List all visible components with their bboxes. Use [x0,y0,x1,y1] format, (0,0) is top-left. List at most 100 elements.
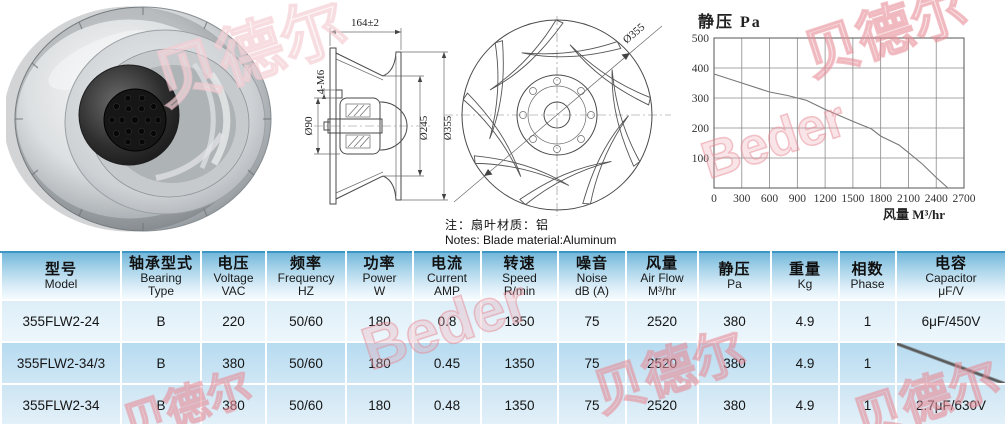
column-header-cn: 电压 [217,254,250,272]
cell-r2-c7: 75 [557,383,627,424]
column-header-en: Capacitor [925,270,977,285]
column-header-cn: 相数 [851,261,884,278]
cell-r1-c6: 1350 [480,341,559,385]
spec-table-header: 型号 Model 轴承型式 Bearing Type 电压 Voltage VAC 频率 Freq… [0,251,1005,301]
x-tick-label: 1200 [814,193,837,202]
column-header-cn: 静压 [718,261,751,278]
column-header-0: 型号 Model [0,251,122,301]
cell-r1-c9: 380 [697,341,772,385]
column-header-en: Kg [797,277,813,291]
cell-r2-c11: 1 [838,383,897,424]
cell-r2-c10: 4.9 [770,383,840,424]
cell-r2-c0: 355FLW2-34 [0,383,122,424]
column-header-en: Air Flow [640,270,684,285]
cell-r1-c4: 180 [345,341,414,385]
note-english: Notes: Blade material:Aluminum [445,233,617,247]
cell-r0-c1: B [120,299,202,343]
column-header-10: 重量 Kg [770,251,840,301]
column-header-en: Noise [576,270,608,285]
column-header-en: AMP [433,283,460,298]
column-header-5: 电流 Current AMP [412,251,482,301]
cell-r1-c8: 2520 [625,341,699,385]
cell-r0-c5: 0.8 [412,299,482,343]
y-tick-label: 100 [692,153,710,165]
column-header-cn: 风量 [645,254,678,272]
cell-r2-c12: 2.7μF/630V [895,383,1005,424]
cell-r2-c6: 1350 [480,383,559,424]
cell-r0-c11: 1 [838,299,897,343]
cell-r1-c12 [895,341,1005,385]
cell-r1-c5: 0.45 [412,341,482,385]
cell-r2-c8: 2520 [625,383,699,424]
dim-4m6: 4-M6 [315,69,336,99]
x-tick-label: 1500 [841,193,864,202]
cell-r0-c2: 220 [200,299,267,343]
cell-r0-c12: 6μF/450V [895,299,1005,343]
column-header-en: μF/V [938,283,964,298]
cell-r0-c10: 4.9 [770,299,840,343]
dim-label-outer-side: Ø355 [442,115,454,140]
column-header-cn: 噪音 [575,254,608,272]
x-tick-label: 600 [761,193,779,202]
x-tick-label: 1800 [869,193,892,202]
pressure-curve [713,73,948,188]
cell-r1-c0: 355FLW2-34/3 [0,341,122,385]
dim-245: Ø245 [384,75,430,177]
cell-r2-c4: 180 [345,383,414,424]
column-header-en: Model [44,277,78,291]
cell-r1-c2: 380 [200,341,267,385]
impeller-hub [516,74,598,156]
fan-blade-highlight [208,71,231,166]
y-tick-label: 400 [692,63,710,75]
dim-label-outer-front: Ø355 [621,21,648,46]
cell-r0-c4: 180 [345,299,414,343]
table-row-355FLW2-34/3: 355FLW2-34/3 B 380 50/60 180 0.45 1350 75 2520 38… [0,341,1005,385]
header-row: 型号 Model 轴承型式 Bearing Type 电压 Voltage VAC 频率 Freq… [0,251,1005,301]
cell-r2-c3: 50/60 [265,383,347,424]
cell-r1-c11: 1 [838,341,897,385]
column-header-8: 风量 Air Flow M³/hr [625,251,699,301]
chart-x-axis-label: 风量 M³/hr [882,207,946,222]
cell-r1-c7: 75 [557,341,627,385]
column-header-12: 电容 Capacitor μF/V [895,251,1005,301]
dim-164: 164±2 [329,17,402,50]
dim-label-bolt: 4-M6 [315,69,327,94]
spec-table-body: 355FLW2-24 B 220 50/60 180 0.8 1350 75 2520 380 4.… [0,299,1005,424]
front-view-drawing: Ø355 [444,14,674,218]
cell-r2-c5: 0.48 [412,383,482,424]
bearing-hatch [345,103,371,149]
cell-r0-c6: 1350 [480,299,559,343]
column-header-3: 频率 Frequency HZ [265,251,347,301]
column-header-11: 相数 Phase [838,251,897,301]
y-tick-label: 500 [692,33,710,45]
column-header-en: R/min [503,283,536,298]
cell-r0-c9: 380 [697,299,772,343]
column-header-en: Bearing [140,270,182,285]
column-header-en: M³/hr [648,283,676,298]
chart-plot: 0 300 600 900 1200 1500 1800 2100 2400 2700 100 200… [692,33,976,202]
cell-r2-c9: 380 [697,383,772,424]
side-view-drawing: 164±2 4-M6 Ø90 Ø245 [303,17,454,205]
rim-tabs [15,7,271,231]
dim-label-hub: Ø90 [303,116,315,135]
cell-r2-c2: 380 [200,383,267,424]
column-header-4: 功率 Power W [345,251,414,301]
chart-title: 静压 Pa [698,14,762,31]
cell-r0-c8: 2520 [625,299,699,343]
column-header-6: 转速 Speed R/min [480,251,559,301]
x-tick-label: 900 [789,193,807,202]
column-header-en: Speed [502,270,537,285]
y-tick-label: 300 [692,93,710,105]
column-header-cn: 电容 [934,254,967,272]
note-chinese: 注：扇叶材质：铝 [445,218,550,232]
y-tick-label: 200 [692,123,710,135]
column-header-cn: 频率 [289,254,322,272]
column-header-en: Current [426,270,467,285]
column-header-en: VAC [221,283,246,298]
column-header-cn: 电流 [430,254,463,272]
column-header-cn: 轴承型式 [128,254,193,272]
column-header-2: 电压 Voltage VAC [200,251,267,301]
cell-r2-c1: B [120,383,202,424]
blade-material-notes: 注：扇叶材质：铝 Notes: Blade material:Aluminum [445,218,685,248]
